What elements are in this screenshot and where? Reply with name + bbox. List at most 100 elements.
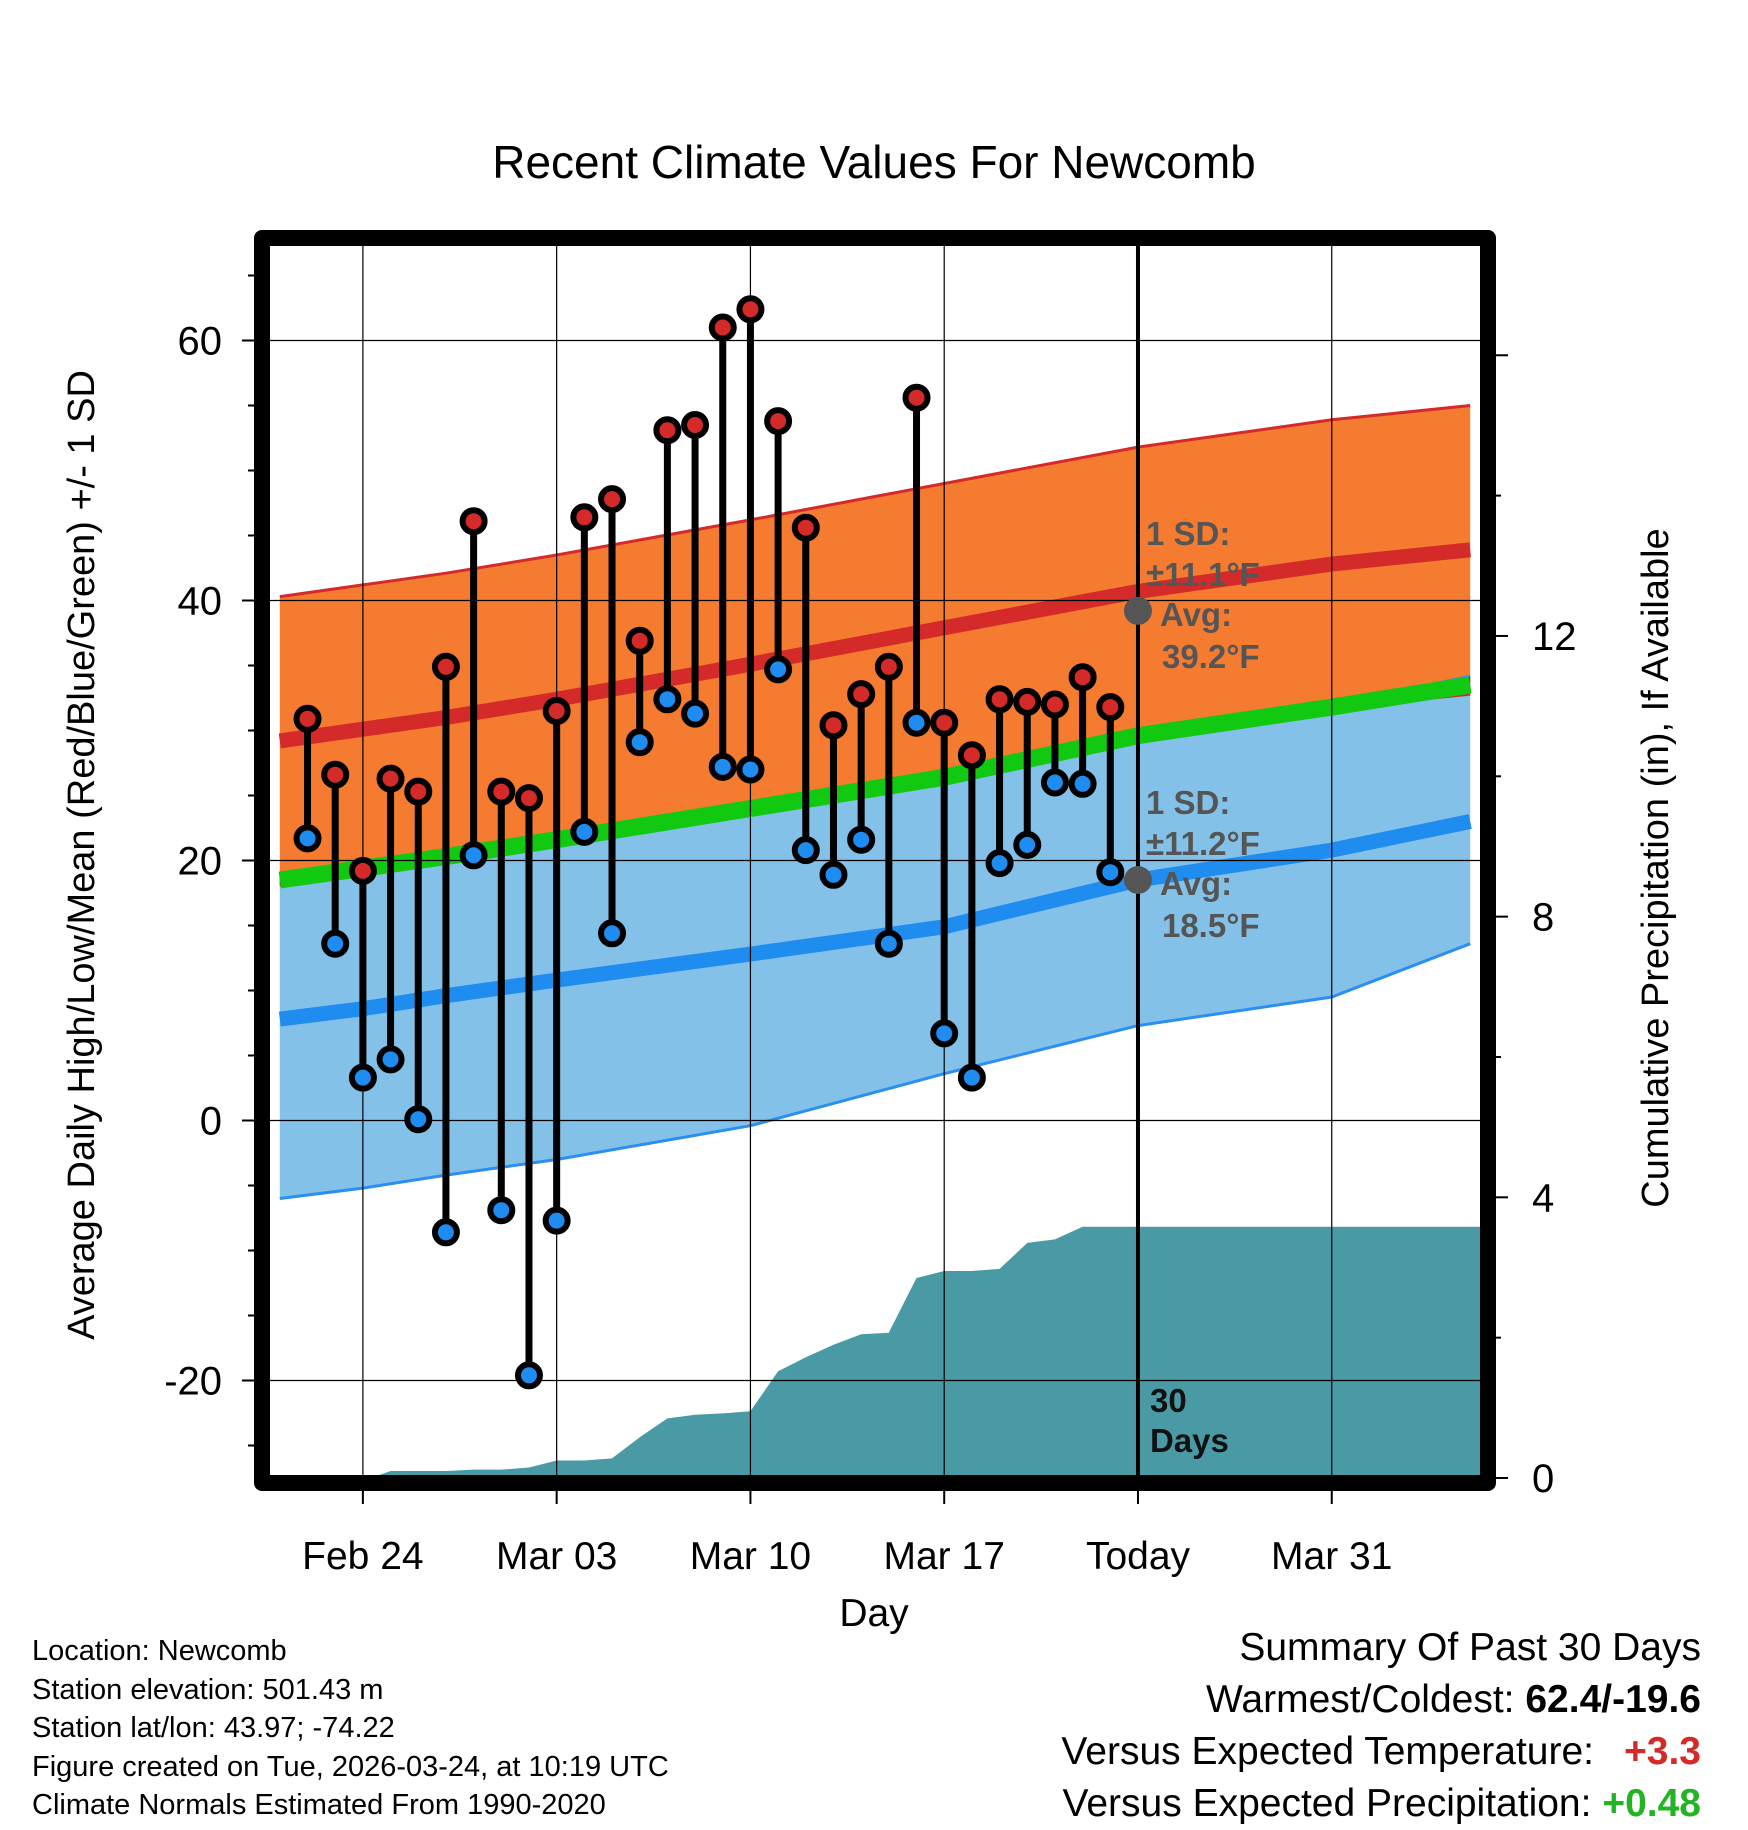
low-sd-value: ±11.2°F (1146, 825, 1260, 862)
observed-low-dot (847, 825, 876, 854)
temp-value: +3.3 (1624, 1730, 1701, 1773)
observed-high-dot (819, 711, 848, 740)
low-sd-label: 1 SD: (1146, 784, 1230, 821)
observed-high-dot (874, 652, 903, 681)
low-avg-label: Avg: (1160, 865, 1232, 902)
summary-temp: Versus Expected Temperature: +3.3 (1061, 1726, 1701, 1778)
observed-high-dot (1096, 693, 1125, 722)
observed-high-dot (847, 680, 876, 709)
observed-low-dot (570, 817, 599, 846)
observed-low-dot (681, 699, 710, 728)
observed-low-dot (431, 1218, 460, 1247)
observed-low-dot (598, 919, 627, 948)
observed-low-dot (625, 728, 654, 757)
observed-low-dot (902, 708, 931, 737)
observed-low-dot (764, 655, 793, 684)
observed-high-dot (791, 513, 820, 542)
x-tick-label: Mar 17 (884, 1535, 1005, 1578)
observed-low-dot (736, 755, 765, 784)
observed-low-dot (1096, 858, 1125, 887)
observed-low-dot (459, 841, 488, 870)
plot-frame (254, 230, 1496, 1491)
high-sd-value: ±11.1°F (1146, 556, 1260, 593)
observed-high-dot (708, 313, 737, 342)
observed-low-dot (1068, 769, 1097, 798)
observed-low-dot (1040, 768, 1069, 797)
observed-low-dot (791, 836, 820, 865)
high-avg-marker (1123, 596, 1152, 625)
y2-tick-label: 0 (1532, 1457, 1554, 1501)
info-created: Figure created on Tue, 2026-03-24, at 10… (32, 1750, 669, 1783)
observed-high-dot (542, 697, 571, 725)
summary-precip: Versus Expected Precipitation: +0.48 (1061, 1778, 1702, 1830)
observed-high-dot (321, 760, 350, 789)
observed-high-dot (1040, 690, 1069, 719)
observed-high-dot (404, 777, 433, 806)
x-tick-label: Mar 03 (496, 1535, 617, 1578)
observed-low-dot (514, 1361, 543, 1390)
observed-high-dot (985, 685, 1014, 714)
station-info: Location: Newcomb Station elevation: 501… (32, 1632, 669, 1825)
summary-warm-cold: Warmest/Coldest: 62.4/-19.6 (1061, 1674, 1701, 1726)
observed-high-dot (348, 856, 377, 885)
precip-value: +0.48 (1602, 1782, 1701, 1825)
observed-high-dot (653, 416, 682, 445)
days-count: 30 (1150, 1382, 1187, 1419)
precip-label: Versus Expected Precipitation: (1062, 1782, 1592, 1825)
low-avg-marker (1123, 866, 1152, 894)
y2-tick-label: 8 (1532, 896, 1554, 940)
observed-high-dot (487, 777, 516, 806)
observed-low-dot (957, 1063, 986, 1092)
temp-label: Versus Expected Temperature: (1061, 1730, 1594, 1773)
high-avg-label: Avg: (1160, 596, 1232, 633)
precipitation-area (279, 1226, 1484, 1478)
summary-title: Summary Of Past 30 Days (1239, 1626, 1701, 1669)
y2-axis-label: Cumulative Precipitation (in), If Availa… (1635, 528, 1677, 1207)
observed-high-dot (459, 507, 488, 536)
observed-high-dot (293, 704, 322, 733)
y-tick-label: 60 (178, 320, 223, 364)
observed-low-dot (376, 1045, 405, 1074)
y-tick-label: 20 (178, 840, 223, 884)
warm-cold-value: 62.4/-19.6 (1525, 1678, 1701, 1721)
observed-low-dot (819, 860, 848, 889)
x-tick-label: Mar 10 (690, 1535, 811, 1578)
observed-high-dot (625, 626, 654, 655)
observed-low-dot (985, 849, 1014, 878)
observed-low-dot (1013, 830, 1042, 859)
plot-content (266, 243, 1484, 1478)
observed-low-dot (930, 1019, 959, 1048)
low-avg-value: 18.5°F (1162, 907, 1260, 944)
info-elevation: Station elevation: 501.43 m (32, 1673, 384, 1706)
warm-cold-label: Warmest/Coldest: (1206, 1678, 1515, 1721)
y2-tick-label: 12 (1532, 615, 1577, 659)
info-latlon: Station lat/lon: 43.97; -74.22 (32, 1712, 395, 1744)
observed-high-dot (376, 764, 405, 793)
observed-low-dot (874, 929, 903, 958)
observed-high-dot (957, 741, 986, 770)
observed-low-dot (293, 824, 322, 853)
observed-low-dot (708, 752, 737, 781)
observed-low-dot (348, 1063, 377, 1092)
observed-high-dot (1013, 687, 1042, 716)
days-word: Days (1150, 1422, 1229, 1459)
observed-high-dot (902, 383, 931, 412)
info-normals: Climate Normals Estimated From 1990-2020 (32, 1789, 606, 1821)
y-tick-label: -20 (164, 1360, 222, 1404)
info-location: Location: Newcomb (32, 1635, 287, 1667)
y-tick-label: 0 (200, 1100, 222, 1144)
observed-high-dot (764, 407, 793, 436)
observed-high-dot (736, 295, 765, 324)
observed-high-dot (681, 411, 710, 439)
observed-high-dot (930, 708, 959, 737)
observed-low-dot (487, 1196, 516, 1225)
y-tick-label: 40 (178, 580, 223, 624)
observed-high-dot (514, 784, 543, 813)
observed-high-dot (570, 503, 599, 532)
summary-panel: Summary Of Past 30 Days Warmest/Coldest:… (1061, 1622, 1701, 1830)
observed-high-dot (598, 485, 627, 514)
observed-high-dot (1068, 663, 1097, 692)
observed-low-dot (321, 929, 350, 958)
